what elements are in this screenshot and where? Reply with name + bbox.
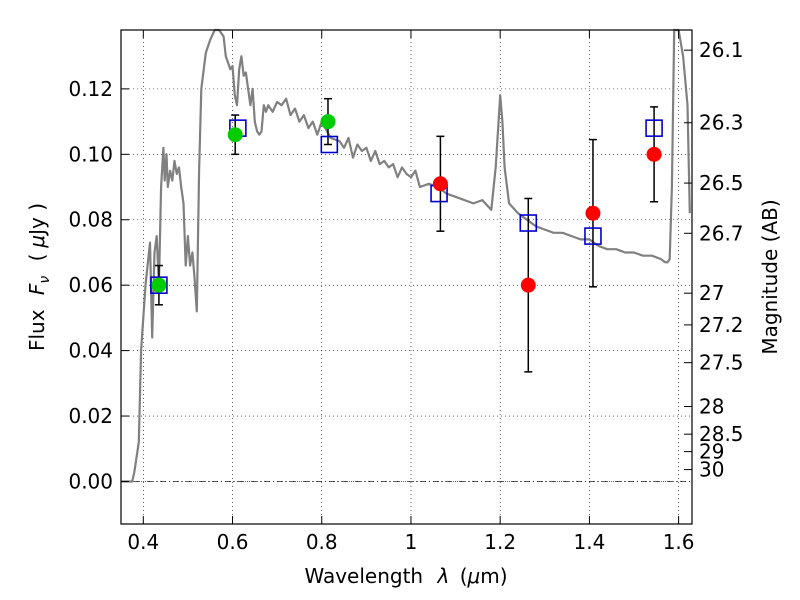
mag-tick-label: 28 <box>699 395 724 419</box>
y-axis-unit-rest: Jy ) <box>25 203 49 237</box>
observed-point-red <box>585 205 601 221</box>
observed-point-green <box>151 277 167 293</box>
y-tick-label: 0.08 <box>68 208 113 232</box>
x-tick-layer: 0.4 0.6 0.8 1 1.2 1.4 1.6 <box>127 30 695 554</box>
mag-tick-label: 27 <box>699 281 724 305</box>
x-axis-title-text: Wavelength <box>304 564 423 588</box>
mag-tick-label: 27.5 <box>699 351 744 375</box>
model-photometry-point <box>584 227 602 245</box>
x-tick-label: 1.2 <box>484 530 516 554</box>
y-tick-label: 0.12 <box>68 77 113 101</box>
y-axis-subscript: ν <box>37 276 53 284</box>
x-tick-label: 1 <box>405 530 418 554</box>
y-axis-unit-mu: μ <box>25 235 49 249</box>
x-axis-unit-open: ( <box>460 564 468 588</box>
mag-tick-label: 29 <box>699 440 724 464</box>
mag-tick-label: 28.5 <box>699 422 744 446</box>
y-tick-layer: 0.00 0.02 0.04 0.06 0.08 0.10 0.12 <box>68 77 129 493</box>
x-axis-title: Wavelength λ (μm) <box>304 564 507 588</box>
model-point-layer <box>150 119 663 294</box>
observed-point-red <box>520 277 536 293</box>
observed-point-green <box>227 127 243 143</box>
grid-layer <box>121 30 692 524</box>
observed-point-red <box>646 146 662 162</box>
model-photometry-point <box>320 135 339 154</box>
model-spectrum-line <box>121 28 691 483</box>
mag-tick-label: 27.2 <box>699 313 744 337</box>
y-tick-label: 0.10 <box>68 142 113 166</box>
x-tick-label: 0.4 <box>127 530 159 554</box>
y-axis-title-text: Flux <box>25 309 49 351</box>
observed-point-green <box>320 114 336 130</box>
mag-tick-label: 26.1 <box>699 38 744 62</box>
plot-frame <box>120 29 693 525</box>
observed-point-layer <box>151 114 662 293</box>
x-tick-label: 0.8 <box>306 530 338 554</box>
y-axis-title: Flux Fν ( μJy ) <box>25 203 54 351</box>
model-photometry-point <box>150 276 168 294</box>
y-axis-symbol: F <box>25 283 49 295</box>
spectrum-layer <box>121 28 691 483</box>
x-tick-label: 1.6 <box>663 530 695 554</box>
mag-tick-label: 26.3 <box>699 111 744 135</box>
y-tick-label: 0.02 <box>68 404 113 428</box>
x-tick-label: 0.6 <box>217 530 249 554</box>
mag-tick-label: 26.5 <box>699 171 744 195</box>
model-photometry-point <box>645 119 663 137</box>
y-tick-label: 0.00 <box>68 469 113 493</box>
mag-tick-label: 30 <box>699 458 724 482</box>
x-tick-label: 1.4 <box>573 530 605 554</box>
x-axis-symbol: λ <box>436 564 449 588</box>
x-axis-unit-mu: μ <box>467 564 481 588</box>
y-axis-unit-open: ( <box>25 254 49 262</box>
model-photometry-point <box>519 214 538 232</box>
observed-point-red <box>432 176 448 192</box>
magnitude-axis-title: Magnitude (AB) <box>758 199 782 354</box>
y-tick-label: 0.06 <box>68 273 113 297</box>
x-axis-unit-rest: m) <box>480 564 507 588</box>
y-tick-label: 0.04 <box>68 339 113 363</box>
mag-tick-label: 26.7 <box>699 221 744 245</box>
